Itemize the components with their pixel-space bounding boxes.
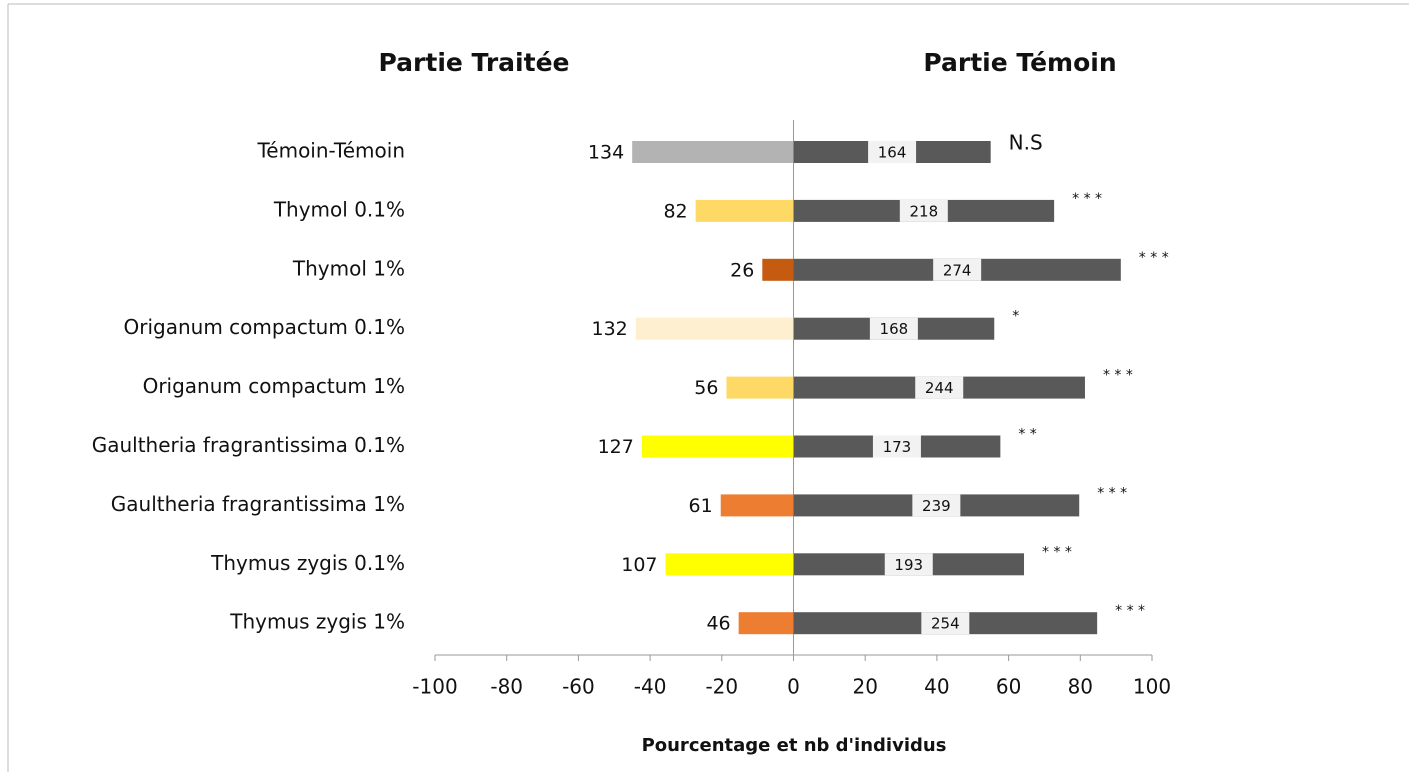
bar [632, 141, 794, 163]
count-box [872, 435, 921, 458]
category-label: Origanum compactum 0.1% [124, 315, 406, 339]
category-label: Thymus zygis 0.1% [210, 551, 405, 575]
count-label: 254 [931, 615, 960, 633]
x-tick-label: 40 [924, 675, 949, 699]
x-tick-label: 80 [1068, 675, 1093, 699]
count-box [915, 376, 964, 399]
bar [726, 376, 794, 399]
x-tick-label: -40 [634, 675, 667, 699]
count-label: 244 [925, 379, 954, 397]
bar [665, 553, 794, 576]
count-box [933, 258, 982, 281]
significance: * * * [1097, 485, 1127, 501]
panel-title: Partie Traitée [379, 48, 570, 77]
category-label: Thymol 1% [292, 256, 405, 280]
x-tick-label: 60 [996, 675, 1021, 699]
count-label: 56 [694, 377, 718, 399]
count-box [921, 612, 970, 635]
x-tick-label: -60 [562, 675, 595, 699]
x-tick-label: -100 [412, 675, 457, 699]
x-tick-label: -80 [490, 675, 523, 699]
bar [635, 317, 794, 340]
significance: * * [1018, 427, 1036, 443]
bar [641, 435, 794, 458]
count-label: 239 [922, 497, 951, 515]
significance: N.S [1009, 131, 1043, 155]
count-label: 173 [883, 438, 912, 456]
x-tick-label: 0 [787, 675, 800, 699]
x-axis-label: Pourcentage et nb d'individus [642, 735, 947, 756]
bar [720, 494, 794, 517]
x-tick-label: 20 [852, 675, 877, 699]
count-box [884, 553, 933, 576]
significance: * * * [1139, 250, 1169, 266]
x-tick-label: -20 [705, 675, 738, 699]
category-label: Thymol 0.1% [273, 197, 405, 221]
category-label: Origanum compactum 1% [143, 374, 405, 398]
x-tick-label: 100 [1133, 675, 1171, 699]
bar [695, 199, 794, 222]
count-label: 132 [591, 318, 627, 340]
category-label: Gaultheria fragrantissima 1% [111, 492, 405, 516]
panel-title: Partie Témoin [923, 48, 1116, 77]
category-label: Gaultheria fragrantissima 0.1% [92, 433, 405, 457]
count-box [899, 199, 948, 222]
count-label: 61 [689, 495, 713, 517]
count-label: 127 [598, 436, 634, 458]
category-label: Thymus zygis 1% [229, 610, 405, 634]
significance: * * * [1103, 368, 1133, 384]
count-label: 134 [588, 142, 624, 164]
count-label: 218 [909, 202, 938, 220]
significance: * * * [1115, 603, 1145, 619]
count-label: 107 [621, 554, 657, 576]
significance: * [1012, 309, 1019, 325]
category-label: Témoin-Témoin [256, 139, 405, 163]
significance: * * * [1072, 191, 1102, 207]
count-label: 274 [943, 261, 972, 279]
count-label: 26 [730, 259, 754, 281]
significance: * * * [1042, 544, 1072, 560]
count-box [869, 317, 918, 340]
count-label: 46 [706, 613, 730, 635]
count-box [868, 141, 917, 163]
count-box [912, 494, 961, 517]
count-label: 193 [894, 556, 923, 574]
count-label: 168 [880, 320, 909, 338]
bar [738, 612, 794, 635]
bar [762, 258, 794, 281]
count-label: 164 [878, 144, 907, 162]
count-label: 82 [663, 200, 687, 222]
